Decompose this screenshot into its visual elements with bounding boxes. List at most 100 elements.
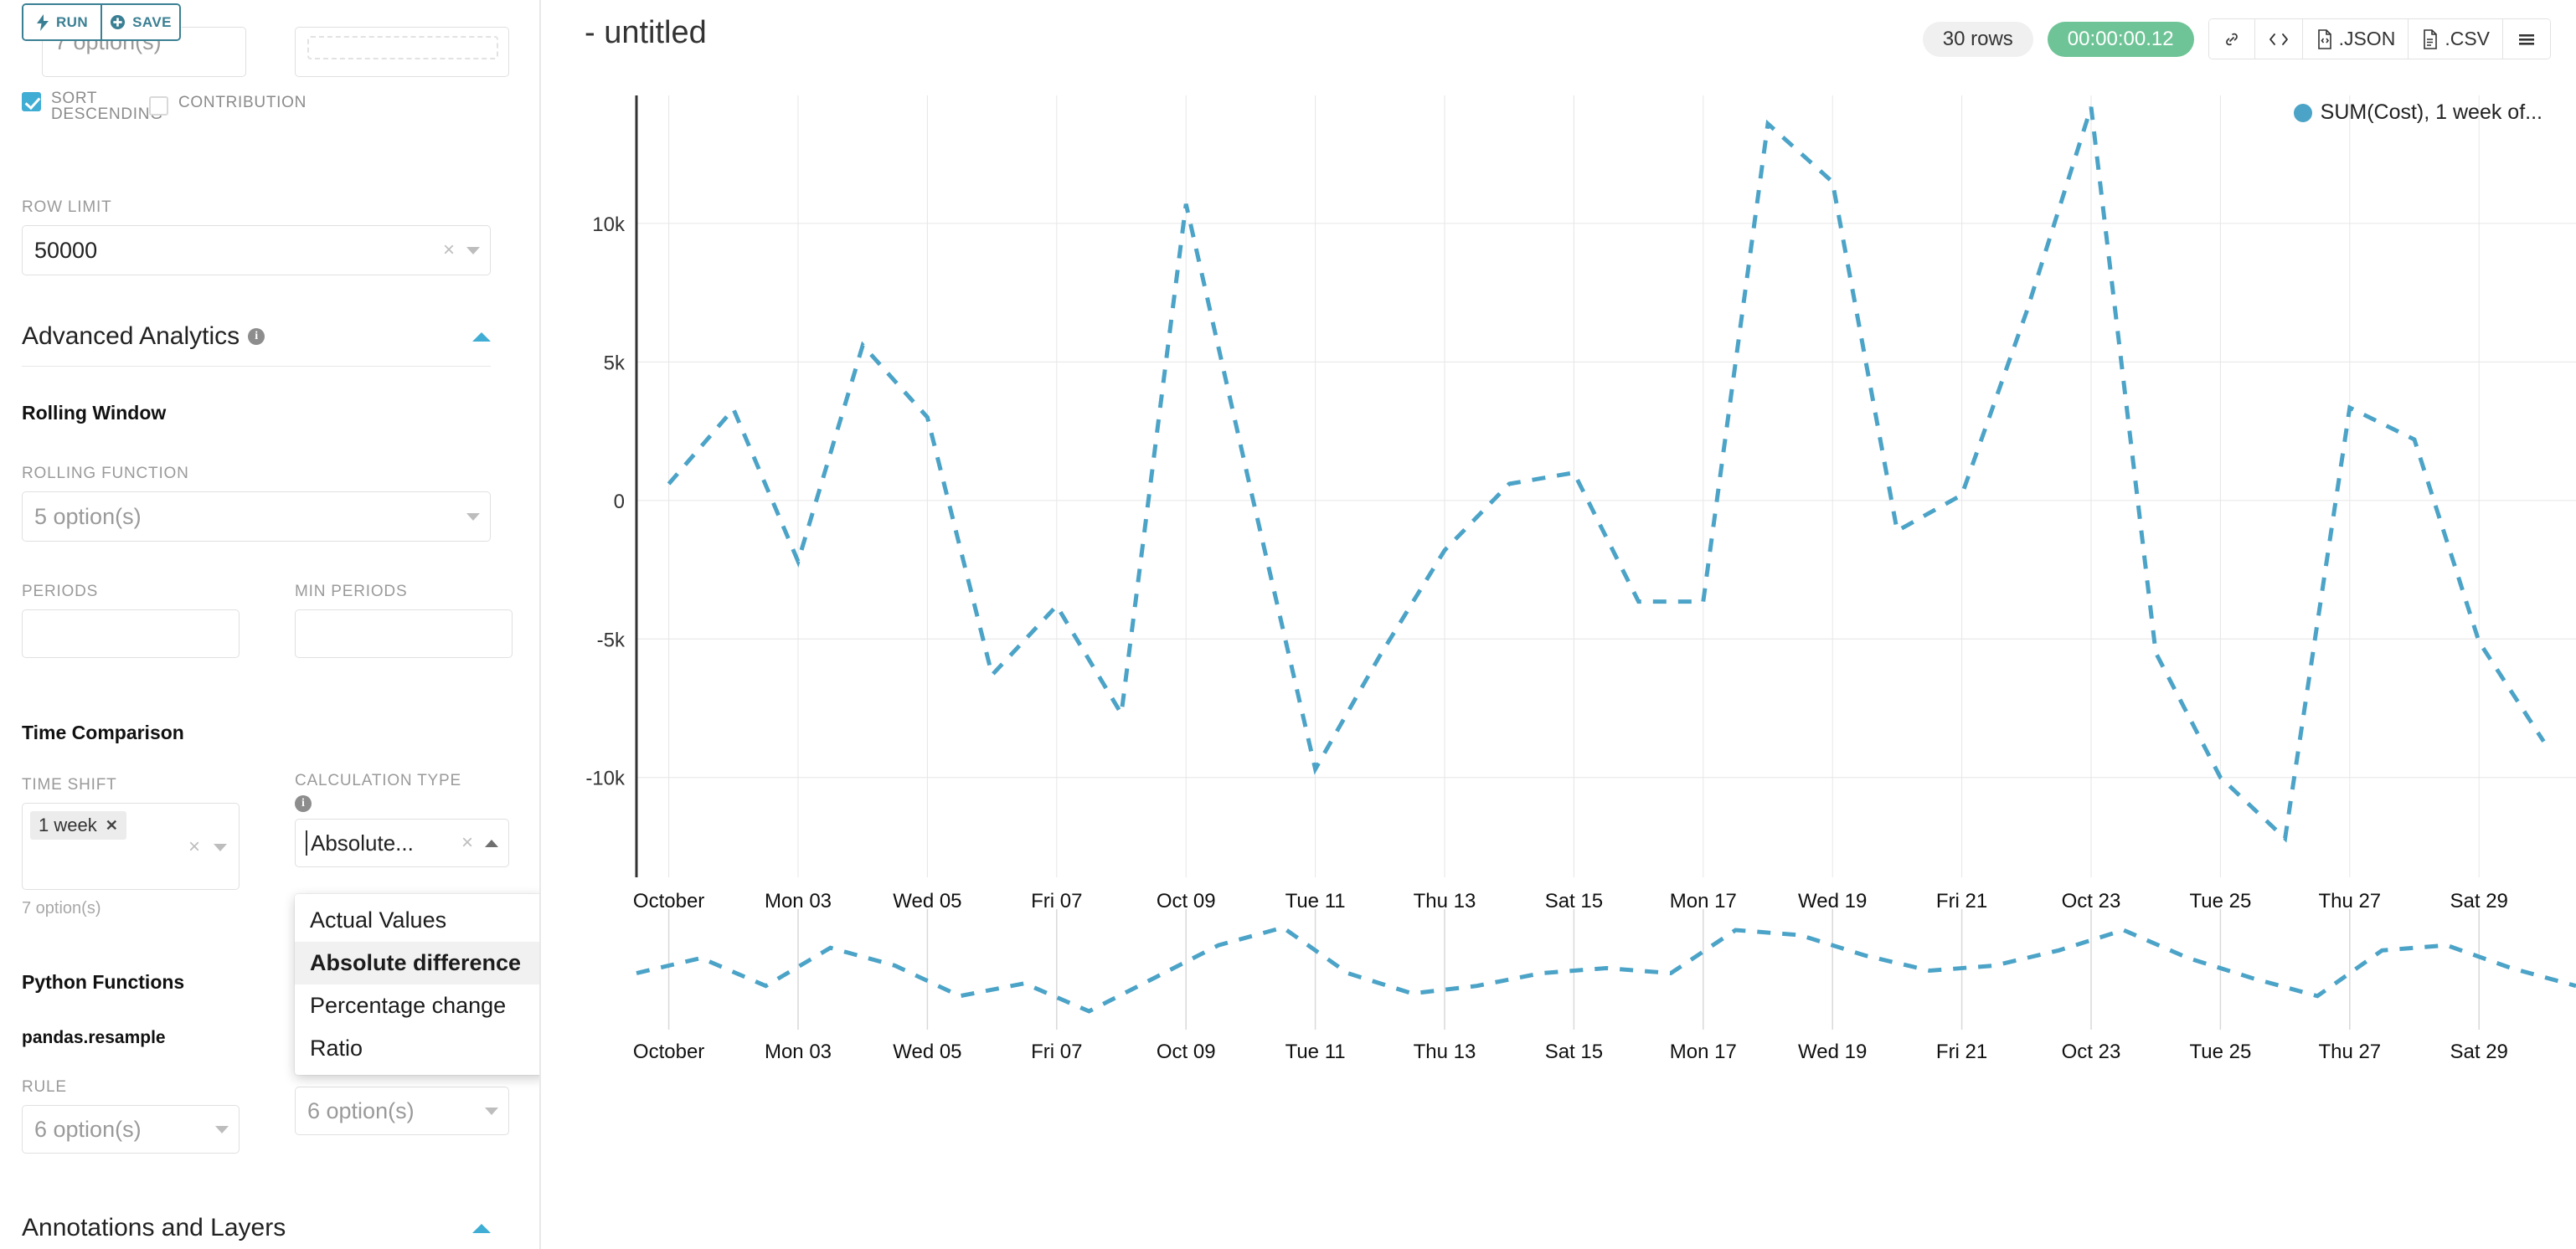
annotations-and-layers-header[interactable]: Annotations and Layers xyxy=(22,1214,491,1242)
checkbox-row: SORT DESCENDING CONTRIBUTION xyxy=(0,90,539,142)
save-button[interactable]: SAVE xyxy=(100,5,179,39)
chevron-up-icon[interactable] xyxy=(485,839,498,847)
chevron-down-icon[interactable] xyxy=(485,1107,498,1115)
file-csv-icon xyxy=(2424,28,2438,49)
min-periods-input[interactable] xyxy=(295,609,513,658)
info-icon[interactable]: i xyxy=(295,795,312,812)
chevron-up-icon[interactable] xyxy=(472,332,491,342)
svg-text:Mon 03: Mon 03 xyxy=(765,1041,832,1063)
export-json-button[interactable]: .JSON xyxy=(2301,19,2409,59)
advanced-analytics-title: Advanced Analytics xyxy=(22,322,240,350)
calculation-type-value: Absolute... xyxy=(311,830,414,856)
svg-text:Wed 05: Wed 05 xyxy=(893,1041,961,1063)
contribution-checkbox[interactable]: CONTRIBUTION xyxy=(149,95,306,116)
dropdown-option-absolute-difference[interactable]: Absolute difference xyxy=(295,942,539,984)
svg-text:Tue 25: Tue 25 xyxy=(2189,1041,2251,1063)
svg-text:10k: 10k xyxy=(592,213,626,236)
row-limit-field: ROW LIMIT 50000 × xyxy=(22,198,491,275)
rows-badge: 30 rows xyxy=(1922,21,2033,57)
periods-input[interactable] xyxy=(22,609,240,658)
checkbox-box xyxy=(22,92,41,111)
clear-icon[interactable]: × xyxy=(461,831,473,854)
run-button[interactable]: RUN xyxy=(23,5,100,39)
chevron-down-icon[interactable] xyxy=(466,512,480,521)
chevron-down-icon[interactable] xyxy=(466,246,480,254)
export-csv-label: .CSV xyxy=(2445,28,2490,49)
svg-text:Oct 09: Oct 09 xyxy=(1157,890,1216,912)
view-query-button[interactable] xyxy=(2254,19,2302,59)
chart-plot-area: SUM(Cost), 1 week of... 10k 5k 0 -5k -10k Oct… xyxy=(543,90,2576,1249)
dropdown-option-actual-values[interactable]: Actual Values xyxy=(310,907,447,933)
export-csv-button[interactable]: .CSV xyxy=(2408,19,2502,59)
svg-text:-10k: -10k xyxy=(585,768,626,790)
dropdown-option-percentage-change[interactable]: Percentage change xyxy=(310,993,507,1018)
lightning-icon xyxy=(36,13,49,31)
svg-text:Oct 09: Oct 09 xyxy=(1157,1041,1216,1063)
svg-text:Thu 27: Thu 27 xyxy=(2318,1041,2381,1063)
clear-icon[interactable]: × xyxy=(442,239,455,261)
svg-text:Tue 11: Tue 11 xyxy=(1285,890,1346,912)
svg-text:Wed 05: Wed 05 xyxy=(893,890,961,912)
chevron-down-icon[interactable] xyxy=(214,843,227,851)
svg-text:Mon 17: Mon 17 xyxy=(1670,1041,1737,1063)
method-field: 6 option(s) xyxy=(295,1078,509,1135)
row-limit-select[interactable]: 50000 × xyxy=(22,225,491,275)
dropdown-option-ratio[interactable]: Ratio xyxy=(310,1036,363,1061)
timeseries-line-chart[interactable]: 10k 5k 0 -5k -10k October Mon 03 Wed 05 Fri 07 Oc… xyxy=(543,90,2576,1249)
calculation-type-dropdown: Actual Values Absolute difference Percen… xyxy=(295,894,539,1075)
checkbox-box xyxy=(149,96,168,116)
svg-text:Sat 29: Sat 29 xyxy=(2450,1041,2508,1063)
rolling-function-label: ROLLING FUNCTION xyxy=(22,465,189,482)
hidden-dropzone-right[interactable] xyxy=(295,27,509,77)
svg-text:Wed 19: Wed 19 xyxy=(1798,1041,1867,1063)
advanced-analytics-title-wrap: Advanced Analytics i xyxy=(22,322,265,351)
chevron-up-icon[interactable] xyxy=(472,1223,491,1233)
sort-descending-label: SORT DESCENDING xyxy=(51,90,163,123)
more-menu-button[interactable] xyxy=(2502,19,2550,59)
python-functions-subtitle: pandas.resample xyxy=(22,1028,166,1047)
svg-text:Tue 25: Tue 25 xyxy=(2189,890,2251,912)
clear-icon[interactable]: × xyxy=(188,835,200,858)
link-icon xyxy=(2225,33,2238,45)
annotations-and-layers-title: Annotations and Layers xyxy=(22,1214,286,1241)
advanced-analytics-header[interactable]: Advanced Analytics i xyxy=(22,322,491,351)
run-button-label: RUN xyxy=(55,13,89,30)
info-icon[interactable]: i xyxy=(248,328,265,345)
min-periods-label: MIN PERIODS xyxy=(295,583,408,600)
share-link-button[interactable] xyxy=(2208,19,2254,59)
remove-tag-icon[interactable]: ✕ xyxy=(105,816,118,834)
svg-text:Tue 11: Tue 11 xyxy=(1285,1041,1346,1063)
run-save-toolbar: RUN SAVE xyxy=(22,3,181,41)
rule-placeholder: 6 option(s) xyxy=(34,1116,142,1142)
advanced-analytics-section: Advanced Analytics i xyxy=(22,322,491,367)
periods-label: PERIODS xyxy=(22,583,99,600)
rule-select[interactable]: 6 option(s) xyxy=(22,1105,240,1154)
svg-text:Fri 07: Fri 07 xyxy=(1031,1041,1082,1063)
python-functions-title: Python Functions xyxy=(22,971,185,993)
time-shift-select[interactable]: 1 week ✕ × xyxy=(22,803,240,890)
svg-text:Thu 13: Thu 13 xyxy=(1414,1041,1476,1063)
calculation-type-select[interactable]: Absolute... × xyxy=(295,819,509,867)
rolling-function-select[interactable]: 5 option(s) xyxy=(22,491,491,542)
svg-text:Fri 07: Fri 07 xyxy=(1031,890,1082,912)
svg-text:October: October xyxy=(633,1041,704,1063)
code-icon xyxy=(2269,33,2288,45)
control-panel: 7 option(s) RUN xyxy=(0,0,541,1249)
svg-text:Fri 21: Fri 21 xyxy=(1936,1041,1987,1063)
text-cursor xyxy=(306,830,307,856)
chevron-down-icon[interactable] xyxy=(215,1125,229,1133)
rolling-function-placeholder: 5 option(s) xyxy=(34,503,142,529)
svg-text:0: 0 xyxy=(614,491,625,513)
svg-text:-5k: -5k xyxy=(597,629,626,651)
chart-legend: SUM(Cost), 1 week of... xyxy=(2293,100,2543,125)
export-button-group: .JSON .CSV xyxy=(2208,18,2551,59)
time-shift-label: TIME SHIFT xyxy=(22,776,117,794)
sort-descending-checkbox[interactable]: SORT DESCENDING xyxy=(22,90,163,123)
svg-text:Thu 27: Thu 27 xyxy=(2318,890,2381,912)
method-select[interactable]: 6 option(s) xyxy=(295,1087,509,1135)
time-comparison-title: Time Comparison xyxy=(22,722,184,743)
chart-panel: - untitled 30 rows 00:00:00.12 xyxy=(543,0,2576,1249)
rule-label: RULE xyxy=(22,1078,67,1096)
time-shift-tag-label: 1 week xyxy=(39,815,97,835)
time-shift-tag[interactable]: 1 week ✕ xyxy=(30,811,126,840)
